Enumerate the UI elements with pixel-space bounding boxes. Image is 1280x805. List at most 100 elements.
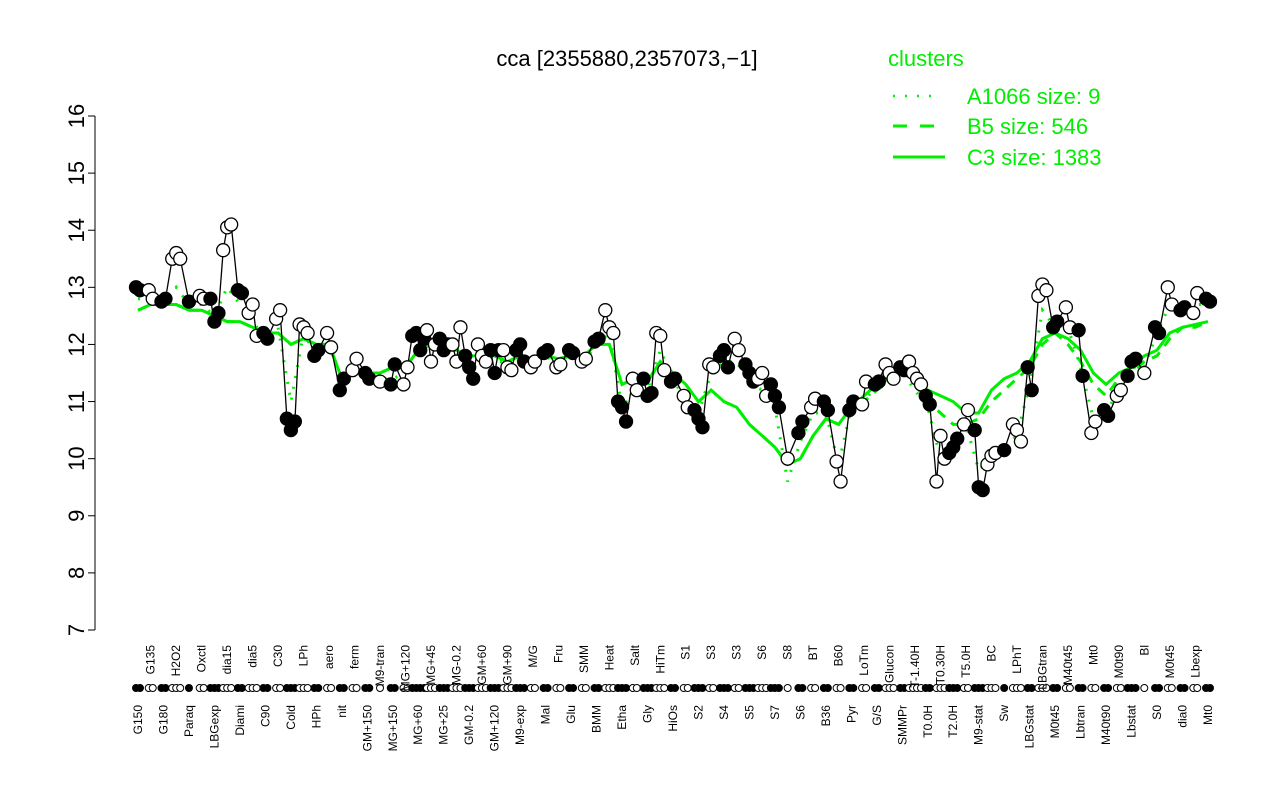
data-point xyxy=(423,354,439,369)
data-point xyxy=(1024,382,1039,398)
x-tick-label: M/G xyxy=(526,645,540,668)
data-point xyxy=(657,362,672,378)
rug-mark xyxy=(774,684,783,692)
data-point xyxy=(453,320,468,335)
x-tick-label: Cold xyxy=(284,705,298,730)
data-point xyxy=(591,331,606,346)
x-tick-label: Lbexp xyxy=(1188,645,1202,678)
data-point xyxy=(829,454,844,469)
x-tick-label: S3 xyxy=(730,645,744,660)
data-point xyxy=(272,303,288,318)
data-point xyxy=(173,251,188,266)
x-tick-label: SMMPr xyxy=(895,705,909,745)
rug-mark xyxy=(556,684,565,692)
x-tick-label: S7 xyxy=(768,705,782,720)
x-tick-label: dia15 xyxy=(220,645,234,675)
rug-mark xyxy=(734,684,743,692)
data-point xyxy=(1071,323,1086,338)
data-point xyxy=(565,345,581,361)
data-point xyxy=(323,340,339,355)
x-tick-label: MG+60 xyxy=(411,705,425,745)
x-tick-label: GM+150 xyxy=(360,705,374,752)
data-point xyxy=(245,297,260,312)
rug-mark xyxy=(1206,684,1214,692)
data-point xyxy=(336,371,351,386)
x-tick-label: GM+60 xyxy=(475,645,489,685)
x-tick-label: Bl xyxy=(1137,645,1151,656)
data-point xyxy=(224,217,239,232)
x-tick-label: Etha xyxy=(615,705,629,730)
data-point xyxy=(967,422,982,438)
x-tick-label: S1 xyxy=(679,645,693,660)
y-tick-label: 8 xyxy=(64,567,89,579)
rug-mark xyxy=(925,684,934,692)
rug-mark xyxy=(543,684,552,692)
data-point xyxy=(387,357,402,372)
chart-title: cca [2355880,2357073,−1] xyxy=(496,46,757,71)
rug-mark xyxy=(698,684,707,692)
rug-mark xyxy=(991,684,1000,692)
rug-mark xyxy=(148,684,157,692)
data-point xyxy=(300,325,315,341)
x-tick-label: M0t45 xyxy=(1163,645,1177,679)
rug-mark xyxy=(683,684,692,692)
data-point xyxy=(653,328,668,344)
y-tick-label: 10 xyxy=(64,446,89,470)
data-point xyxy=(383,377,398,392)
x-tick-label: GM+120 xyxy=(488,705,502,752)
rug-mark xyxy=(1131,684,1140,692)
rug-mark xyxy=(352,684,361,692)
data-point xyxy=(1020,360,1035,375)
data-point xyxy=(396,377,411,392)
legend: clusters A1066 size: 9 B5 size: 546 C3 s… xyxy=(888,46,1102,170)
data-point xyxy=(706,360,721,375)
rug-mark xyxy=(520,684,529,692)
rug-mark xyxy=(569,684,578,692)
rug-mark xyxy=(1104,684,1113,692)
legend-entry-c3: C3 size: 1383 xyxy=(967,145,1102,170)
x-tick-label: M40t45 xyxy=(1061,645,1075,685)
rug-mark xyxy=(1016,684,1025,692)
data-point xyxy=(1151,325,1167,341)
data-point xyxy=(319,325,335,341)
rug-mark xyxy=(303,684,312,692)
rug-mark xyxy=(581,684,590,692)
rug-mark xyxy=(184,684,193,692)
x-tick-label: BMM xyxy=(590,705,604,733)
data-point xyxy=(1100,408,1116,423)
data-point xyxy=(1186,305,1201,321)
legend-entry-b5: B5 size: 546 xyxy=(967,114,1088,139)
y-tick-label: 16 xyxy=(64,104,89,128)
data-point xyxy=(854,397,870,412)
rug-mark xyxy=(889,684,898,692)
data-point xyxy=(780,451,795,466)
data-point xyxy=(216,243,231,258)
x-tick-label: MG+25 xyxy=(437,705,451,745)
data-point xyxy=(553,357,568,372)
data-point xyxy=(833,474,848,489)
data-point xyxy=(311,343,326,358)
data-point xyxy=(540,343,555,358)
data-point xyxy=(606,325,621,341)
data-point xyxy=(644,385,659,401)
data-point xyxy=(260,331,275,346)
data-point xyxy=(929,474,944,489)
x-tick-label: SMM xyxy=(577,645,591,673)
x-tick-label: S6 xyxy=(793,705,807,720)
x-tick-label: LPhT xyxy=(1010,644,1024,673)
data-point xyxy=(400,360,415,375)
rug-mark xyxy=(1027,684,1036,692)
rug-mark xyxy=(874,684,883,692)
rug-mark xyxy=(1155,684,1164,692)
x-tick-label: Mt0 xyxy=(1086,645,1100,665)
x-tick-label: G150 xyxy=(131,705,145,735)
data-point xyxy=(234,285,250,301)
data-point xyxy=(716,343,732,358)
data-point xyxy=(933,428,948,443)
x-tick-label: C30 xyxy=(271,645,285,667)
x-tick-label: Diami xyxy=(233,705,247,736)
x-tick-label: T-1.40H xyxy=(908,645,922,688)
x-tick-label: Mal xyxy=(539,705,553,724)
x-rug xyxy=(132,684,1214,692)
